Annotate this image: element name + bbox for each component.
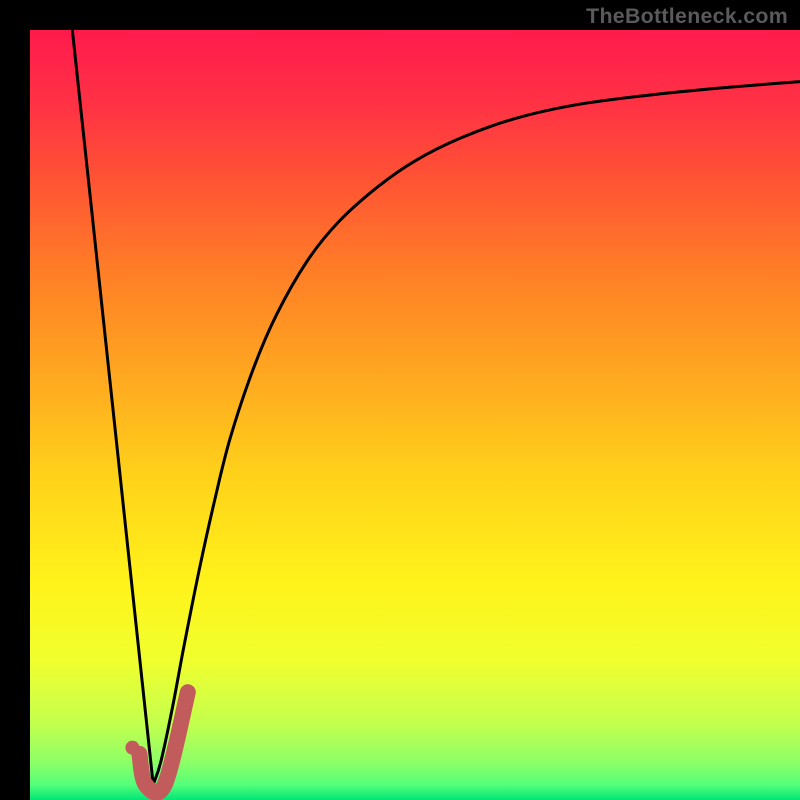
plot-background (30, 30, 800, 800)
watermark-text: TheBottleneck.com (586, 4, 788, 29)
optimal-dot-icon (125, 741, 139, 755)
bottleneck-chart (0, 0, 800, 800)
chart-container: TheBottleneck.com (0, 0, 800, 800)
